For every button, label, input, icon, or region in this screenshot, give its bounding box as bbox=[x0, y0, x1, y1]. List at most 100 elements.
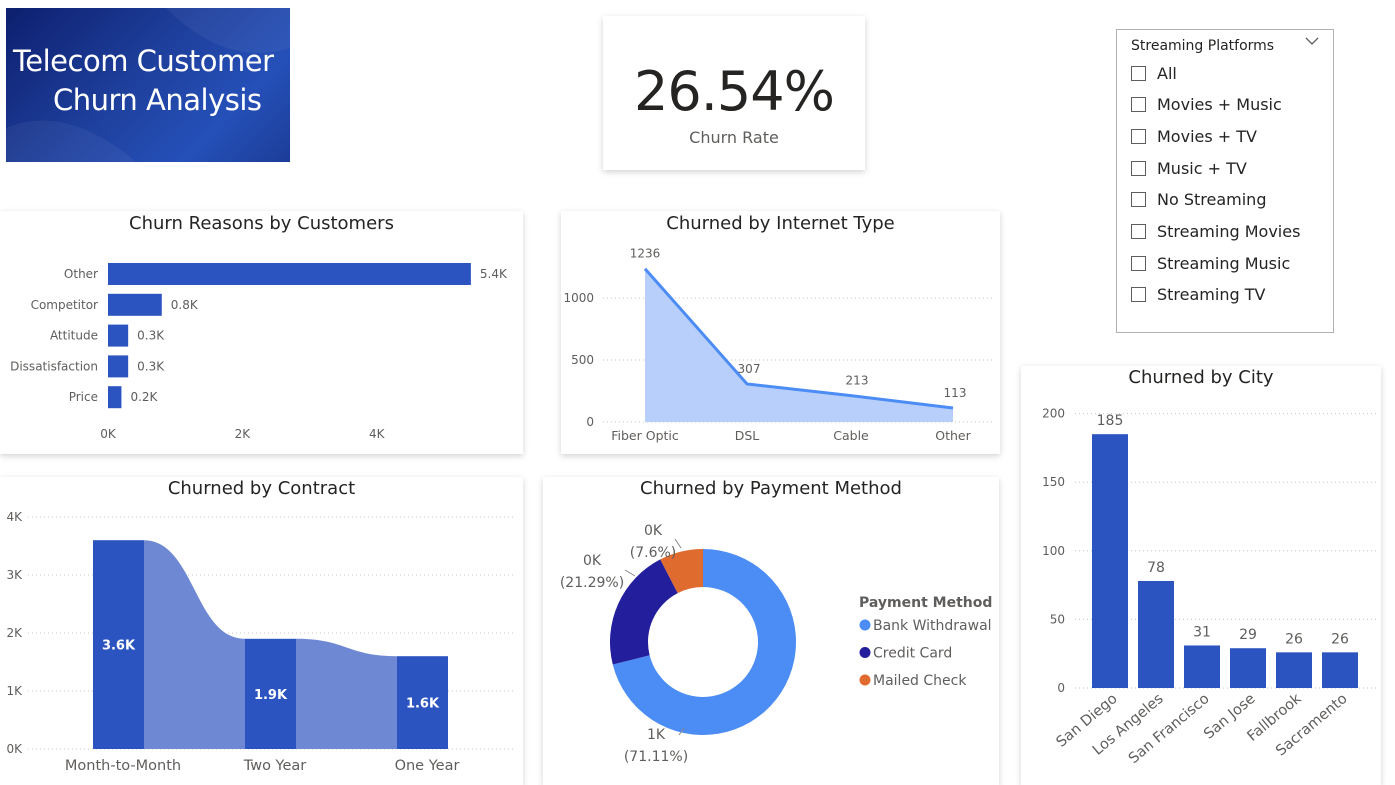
checkbox[interactable] bbox=[1131, 97, 1146, 113]
data-label: 1K bbox=[647, 727, 666, 743]
bar bbox=[108, 355, 129, 378]
checkbox[interactable] bbox=[1131, 65, 1146, 81]
bar bbox=[108, 386, 122, 409]
payment-method-panel: Churned by Payment Method 1K (71.11%) 0K (2… bbox=[543, 477, 999, 785]
churn-reasons-chart: 0K 2K 4K Other 5.4K Competitor 0.8K Attitude 0.3… bbox=[10, 263, 508, 441]
banner-title-line2: Churn Analysis bbox=[53, 83, 262, 117]
legend-label: Bank Withdrawal bbox=[873, 618, 992, 634]
data-label: 0.8K bbox=[171, 298, 199, 312]
slicer-option[interactable]: Streaming Movies bbox=[1131, 221, 1300, 243]
y-tick-label: 2K bbox=[6, 626, 23, 640]
chart-title: Churned by Contract bbox=[167, 478, 356, 499]
leader-line bbox=[624, 569, 636, 577]
x-tick-label: Cable bbox=[833, 428, 869, 443]
leader-line bbox=[674, 538, 682, 549]
bar bbox=[108, 293, 162, 316]
slicer-option[interactable]: Movies + Music bbox=[1131, 94, 1282, 116]
streaming-platforms-slicer[interactable]: Streaming Platforms All Movies + Music Mov… bbox=[1116, 29, 1334, 333]
contract-panel: Churned by Contract 0K 1K 2K 3K 4K 3.6K 1.9K 1.… bbox=[0, 477, 523, 785]
slicer-title: Streaming Platforms bbox=[1131, 38, 1275, 54]
bar bbox=[1184, 645, 1220, 688]
checkbox[interactable] bbox=[1131, 224, 1146, 239]
x-tick-label: Fiber Optic bbox=[611, 428, 679, 443]
checkbox[interactable] bbox=[1131, 192, 1146, 208]
slicer-option[interactable]: Streaming TV bbox=[1131, 284, 1265, 306]
slicer-option-label: Streaming Movies bbox=[1157, 222, 1301, 241]
bar bbox=[397, 656, 448, 749]
slicer-option-label: Music + TV bbox=[1157, 158, 1247, 178]
category-label: Other bbox=[64, 267, 98, 281]
x-tick-label: Two Year bbox=[243, 758, 307, 774]
checkbox[interactable] bbox=[1131, 255, 1146, 271]
slicer-option[interactable]: Movies + TV bbox=[1131, 125, 1257, 147]
series-line bbox=[643, 267, 954, 410]
churn-rate-card: 26.54% Churn Rate bbox=[603, 16, 865, 170]
data-label: 0K bbox=[583, 553, 602, 569]
checkbox[interactable] bbox=[1131, 128, 1146, 144]
data-label: 307 bbox=[738, 362, 761, 376]
donut-slice bbox=[610, 559, 678, 665]
y-tick-label: 1000 bbox=[563, 291, 594, 305]
slicer-option[interactable]: Music + TV bbox=[1131, 157, 1247, 179]
data-label: 0.3K bbox=[137, 329, 165, 343]
category-label: Price bbox=[69, 390, 98, 404]
data-label: 31 bbox=[1193, 624, 1211, 640]
data-label: 213 bbox=[846, 374, 869, 388]
data-label: 1.9K bbox=[254, 688, 288, 703]
data-label: 29 bbox=[1239, 627, 1257, 643]
data-label: 1236 bbox=[630, 247, 661, 261]
area-fill bbox=[645, 268, 953, 422]
y-tick-label: 1K bbox=[6, 684, 23, 698]
checkbox[interactable] bbox=[1131, 160, 1146, 176]
y-tick-label: 100 bbox=[1042, 544, 1065, 558]
data-label-pct: (71.11%) bbox=[624, 749, 688, 765]
payment-method-chart: 1K (71.11%) 0K (21.29%) 0K (7.6%) Payment Meth… bbox=[560, 523, 993, 765]
slicer-option[interactable]: All bbox=[1131, 62, 1177, 84]
leader-line bbox=[678, 727, 685, 736]
bar bbox=[1092, 434, 1128, 688]
ribbon bbox=[144, 540, 245, 749]
chart-title: Churned by City bbox=[1128, 367, 1274, 388]
y-tick-label: 4K bbox=[6, 510, 23, 524]
slicer-option[interactable]: Streaming Music bbox=[1131, 252, 1290, 274]
slicer-option-label: All bbox=[1157, 63, 1177, 83]
chevron-down-icon[interactable] bbox=[1305, 36, 1319, 46]
x-tick-label: Month-to-Month bbox=[65, 758, 181, 774]
internet-type-panel: Churned by Internet Type 0 500 1000 1236 Fib… bbox=[561, 211, 1000, 454]
y-tick-label: 3K bbox=[6, 568, 23, 582]
banner-decoration bbox=[6, 8, 290, 162]
bar bbox=[245, 638, 296, 749]
legend-label: Mailed Check bbox=[873, 673, 967, 689]
title-banner: Telecom Customer Churn Analysis bbox=[6, 8, 290, 162]
legend-title: Payment Method bbox=[859, 595, 992, 611]
category-label: Attitude bbox=[50, 329, 98, 343]
data-label-pct: (7.6%) bbox=[630, 545, 677, 561]
slicer-option-label: Movies + Music bbox=[1157, 95, 1282, 115]
x-tick-label: Other bbox=[935, 428, 971, 443]
slicer-option[interactable]: No Streaming bbox=[1131, 189, 1266, 211]
category-label: Competitor bbox=[31, 298, 98, 312]
data-label: 0.3K bbox=[137, 359, 165, 373]
data-label: 113 bbox=[944, 386, 967, 400]
legend-label: Credit Card bbox=[873, 646, 952, 662]
x-tick-label: One Year bbox=[395, 758, 460, 774]
slicer-option-label: No Streaming bbox=[1157, 190, 1267, 210]
legend-swatch bbox=[859, 647, 871, 658]
chart-title: Churned by Internet Type bbox=[666, 213, 895, 234]
slicer-option-label: Streaming TV bbox=[1157, 285, 1266, 305]
ribbon bbox=[296, 638, 397, 749]
x-tick-label: 0K bbox=[100, 427, 117, 441]
slicer-option-label: Movies + TV bbox=[1157, 126, 1257, 146]
data-label: 26 bbox=[1331, 631, 1349, 647]
legend-swatch bbox=[859, 674, 871, 686]
data-label: 0K bbox=[644, 523, 663, 539]
x-tick-label: 2K bbox=[235, 427, 252, 441]
checkbox[interactable] bbox=[1131, 287, 1146, 303]
bar bbox=[1322, 652, 1358, 688]
data-label-pct: (21.29%) bbox=[560, 575, 624, 591]
y-tick-label: 0 bbox=[1057, 681, 1065, 695]
data-label: 5.4K bbox=[480, 267, 508, 281]
donut-slice bbox=[660, 549, 703, 594]
bar bbox=[1230, 648, 1266, 688]
